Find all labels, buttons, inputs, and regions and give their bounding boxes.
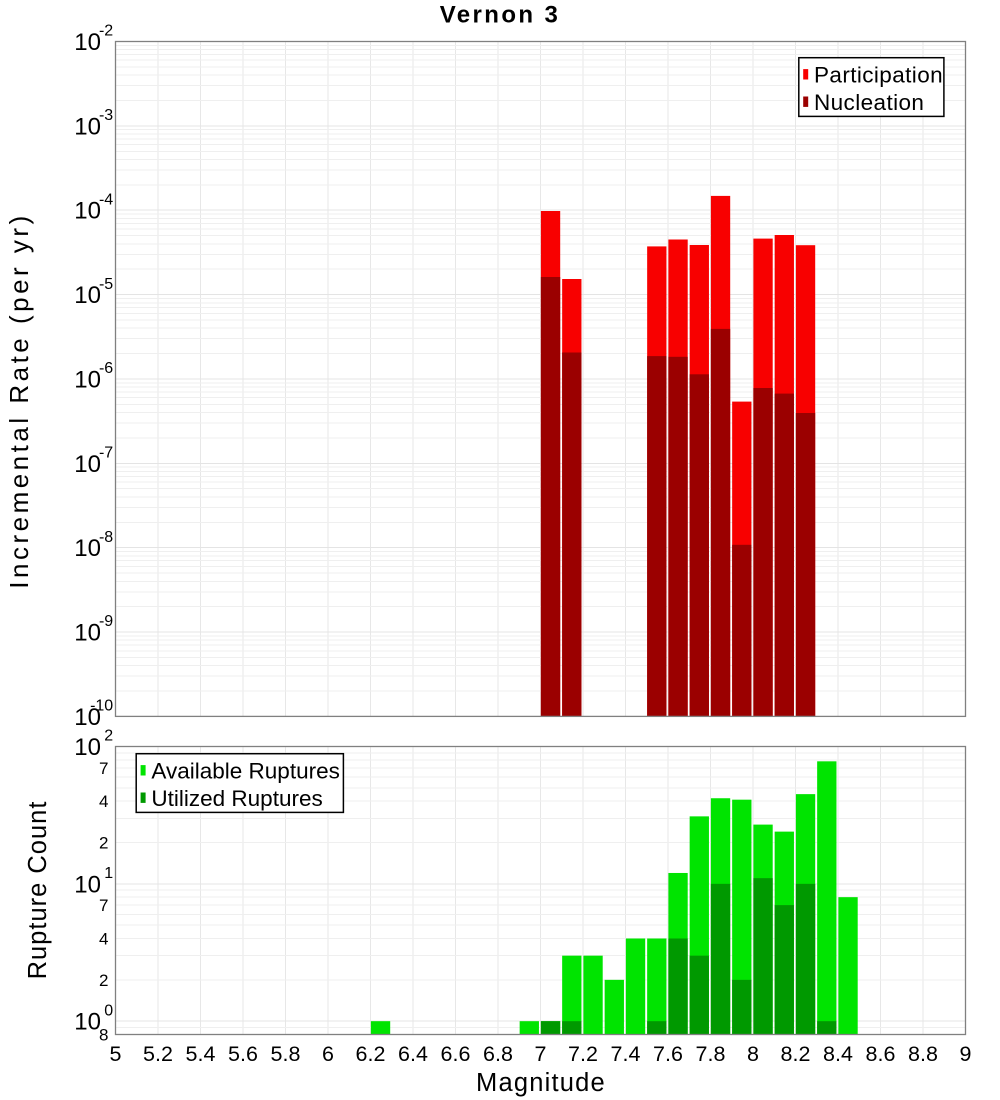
svg-text:6.2: 6.2 — [356, 1042, 386, 1066]
svg-text:8: 8 — [99, 1026, 108, 1045]
svg-text:2: 2 — [99, 834, 108, 853]
svg-text:5.6: 5.6 — [228, 1042, 258, 1066]
svg-text:-5: -5 — [99, 276, 113, 293]
svg-text:6: 6 — [322, 1042, 334, 1066]
svg-text:2: 2 — [99, 971, 108, 990]
svg-text:Incremental Rate (per yr): Incremental Rate (per yr) — [4, 212, 34, 588]
svg-text:Vernon 3: Vernon 3 — [440, 1, 561, 28]
svg-text:10: 10 — [74, 734, 101, 761]
svg-text:8.8: 8.8 — [908, 1042, 938, 1066]
svg-text:8: 8 — [747, 1042, 759, 1066]
svg-text:-10: -10 — [90, 698, 113, 715]
svg-text:-4: -4 — [99, 191, 113, 208]
svg-text:10: 10 — [74, 198, 101, 225]
svg-text:5: 5 — [110, 1042, 122, 1066]
svg-text:4: 4 — [99, 930, 108, 949]
svg-text:8.4: 8.4 — [823, 1042, 853, 1066]
svg-text:Participation: Participation — [814, 63, 943, 88]
svg-text:10: 10 — [74, 113, 101, 140]
svg-text:4: 4 — [99, 792, 108, 811]
svg-text:-8: -8 — [99, 529, 113, 546]
svg-text:7.8: 7.8 — [696, 1042, 726, 1066]
svg-text:7: 7 — [99, 759, 108, 778]
svg-text:6.4: 6.4 — [398, 1042, 428, 1066]
svg-text:10: 10 — [74, 282, 101, 309]
svg-text:Rupture Count: Rupture Count — [24, 801, 52, 980]
svg-text:-2: -2 — [99, 23, 113, 40]
svg-text:5.2: 5.2 — [143, 1042, 173, 1066]
svg-text:10: 10 — [74, 451, 101, 478]
svg-text:6.6: 6.6 — [441, 1042, 471, 1066]
svg-text:-6: -6 — [99, 360, 113, 377]
svg-text:Available Ruptures: Available Ruptures — [151, 759, 339, 784]
svg-text:10: 10 — [74, 366, 101, 393]
svg-text:2: 2 — [104, 728, 113, 745]
svg-text:10: 10 — [74, 871, 101, 898]
svg-text:Utilized Ruptures: Utilized Ruptures — [151, 786, 322, 811]
svg-text:10: 10 — [74, 29, 101, 56]
svg-text:0: 0 — [104, 1002, 113, 1019]
svg-text:8.6: 8.6 — [866, 1042, 896, 1066]
svg-text:5.8: 5.8 — [271, 1042, 301, 1066]
svg-text:7.2: 7.2 — [568, 1042, 598, 1066]
svg-text:7.4: 7.4 — [611, 1042, 641, 1066]
svg-text:5.4: 5.4 — [186, 1042, 216, 1066]
svg-text:1: 1 — [104, 865, 113, 882]
svg-text:10: 10 — [74, 704, 101, 731]
svg-text:10: 10 — [74, 1009, 101, 1036]
svg-text:-9: -9 — [99, 613, 113, 630]
svg-text:6.8: 6.8 — [483, 1042, 513, 1066]
svg-text:7: 7 — [535, 1042, 547, 1066]
svg-text:7: 7 — [99, 896, 108, 915]
svg-text:9: 9 — [960, 1042, 972, 1066]
svg-text:Nucleation: Nucleation — [814, 90, 924, 115]
svg-text:-3: -3 — [99, 107, 113, 124]
svg-text:10: 10 — [74, 535, 101, 562]
svg-text:8.2: 8.2 — [781, 1042, 811, 1066]
svg-text:7.6: 7.6 — [653, 1042, 683, 1066]
svg-text:10: 10 — [74, 620, 101, 647]
svg-text:-7: -7 — [99, 445, 113, 462]
svg-text:Magnitude: Magnitude — [476, 1069, 606, 1097]
